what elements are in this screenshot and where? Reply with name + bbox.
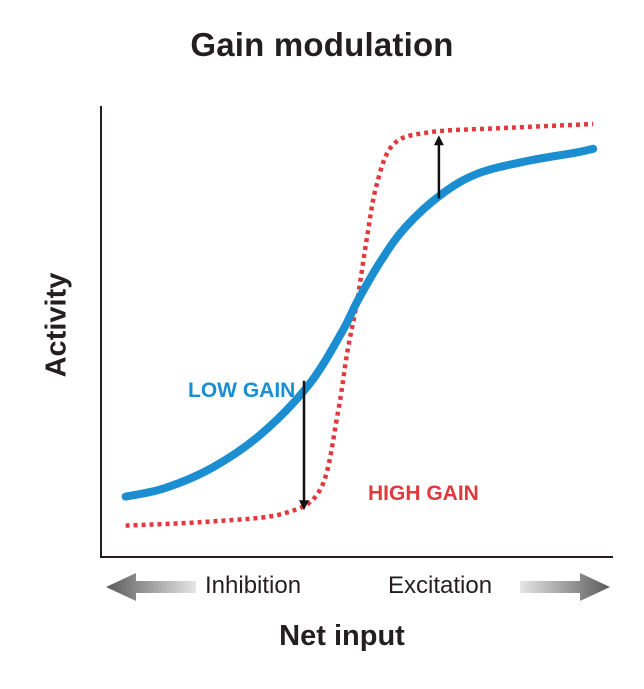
axes (100, 106, 613, 558)
inhibition-arrow (106, 573, 196, 601)
series-line-high-gain (125, 121, 594, 528)
x-axis-label: Net input (279, 620, 405, 652)
series-label-low-gain: LOW GAIN (188, 379, 295, 402)
direction-arrows (106, 573, 610, 601)
inhibition-label: Inhibition (205, 572, 302, 599)
series-line-low-gain (121, 144, 598, 501)
series-label-high-gain: HIGH GAIN (368, 482, 479, 505)
excitation-arrow (520, 573, 610, 601)
excitation-label: Excitation (388, 572, 493, 599)
chart-title: Gain modulation (190, 26, 454, 63)
